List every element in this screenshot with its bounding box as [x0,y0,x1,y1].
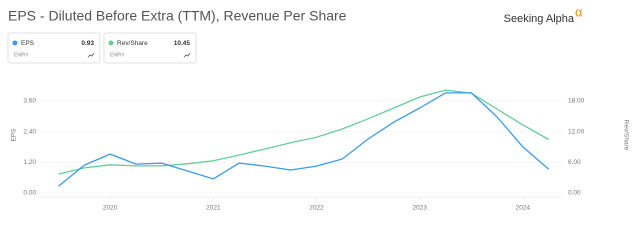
brand-symbol: α [575,4,583,19]
x-tick-label: 2021 [206,205,221,212]
legend-swatch [108,40,114,46]
legend-value: 10.45 [174,40,191,47]
y-tick-label: 3.60 [23,98,36,105]
y2-tick-label: 18.00 [568,98,585,105]
legend-card [103,32,197,64]
x-tick-label: 2020 [103,205,118,212]
x-tick-label: 2022 [309,205,324,212]
y-tick-label: 0.00 [23,190,36,197]
legend-ticker: ENPH [110,52,124,58]
x-tick-label: 2023 [412,205,427,212]
chart-title: EPS - Diluted Before Extra (TTM), Revenu… [8,8,347,24]
legend: EPS 0.93 ENPH Rev/Share 10.45 ENPH [7,32,197,64]
legend-icon [87,52,95,58]
y2-tick-label: 12.00 [568,128,585,135]
chart: EPS - Diluted Before Extra (TTM), Revenu… [7,4,629,212]
y2-tick-label: 0.00 [568,190,581,197]
legend-swatch [12,40,18,46]
x-tick-label: 2024 [516,205,531,212]
y2-axis-title: Rev/Share [622,120,629,151]
y-axis-title: EPS [11,128,18,142]
brand-name: Seeking Alpha [504,13,575,25]
legend-ticker: ENPH [14,52,28,58]
series-line [58,92,550,187]
y2-tick-label: 6.00 [568,159,581,166]
y-tick-label: 2.40 [23,128,36,135]
legend-card [7,32,101,64]
page: {"brand": {"name": "Seeking Alpha", "sym… [7,4,630,212]
y-tick-label: 1.20 [23,159,36,166]
legend-icon [183,52,191,58]
legend-label: EPS [21,40,35,47]
legend-value: 0.93 [81,40,94,47]
legend-label: Rev/Share [117,40,148,47]
series-line [58,89,550,175]
